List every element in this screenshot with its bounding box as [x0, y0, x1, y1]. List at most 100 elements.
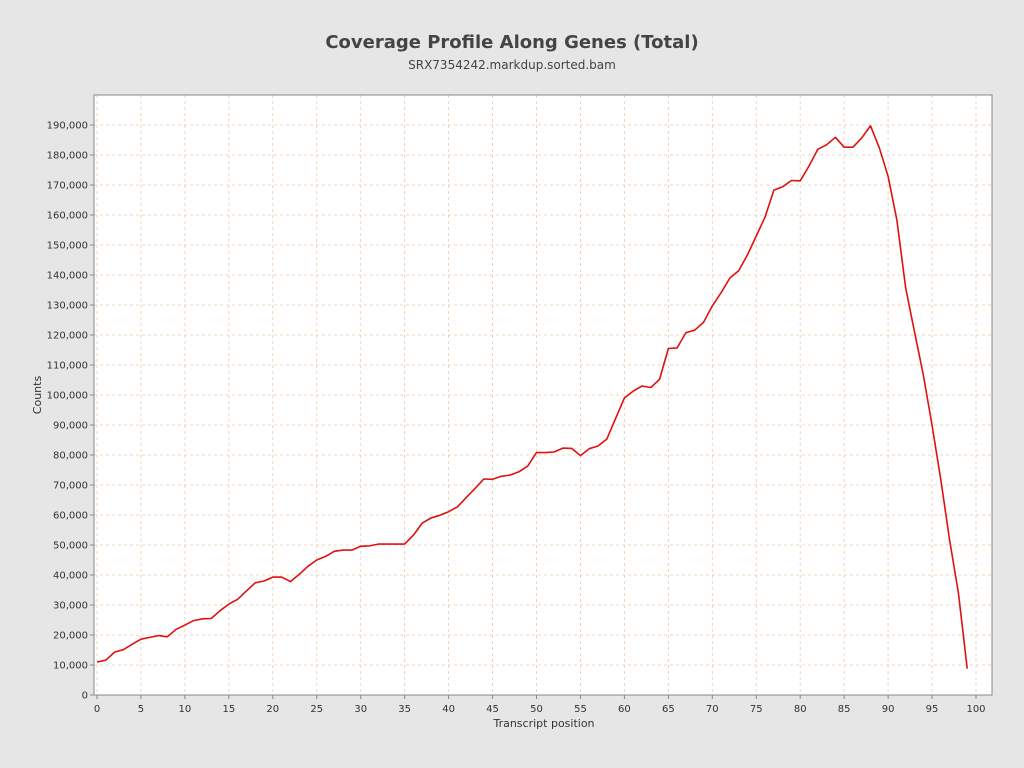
- data-point: [843, 146, 845, 148]
- y-tick-label: 50,000: [53, 541, 88, 552]
- data-point: [588, 448, 590, 450]
- data-point: [676, 347, 678, 349]
- data-point: [456, 506, 458, 508]
- data-point: [368, 545, 370, 547]
- data-point: [298, 573, 300, 575]
- data-point: [316, 559, 318, 561]
- data-point: [773, 189, 775, 191]
- data-point: [667, 348, 669, 350]
- data-point: [307, 565, 309, 567]
- x-tick-label: 5: [138, 704, 144, 715]
- x-tick-label: 30: [354, 704, 367, 715]
- y-tick-label: 40,000: [53, 571, 88, 582]
- data-point: [430, 517, 432, 519]
- data-point: [518, 471, 520, 473]
- data-point: [711, 305, 713, 307]
- data-point: [395, 543, 397, 545]
- x-tick-label: 75: [750, 704, 763, 715]
- data-point: [149, 636, 151, 638]
- plot-area: [94, 95, 992, 695]
- x-tick-label: 70: [706, 704, 719, 715]
- x-tick-label: 50: [530, 704, 543, 715]
- data-point: [562, 447, 564, 449]
- x-tick-label: 85: [838, 704, 851, 715]
- axes: [90, 124, 977, 699]
- data-point: [325, 555, 327, 557]
- data-point: [659, 378, 661, 380]
- data-point: [799, 180, 801, 182]
- y-tick-label: 70,000: [53, 481, 88, 492]
- data-point: [571, 447, 573, 449]
- data-point: [597, 445, 599, 447]
- x-tick-label: 60: [618, 704, 631, 715]
- data-point: [606, 438, 608, 440]
- data-point: [738, 270, 740, 272]
- chart-title: Coverage Profile Along Genes (Total): [325, 32, 698, 53]
- data-point: [201, 618, 203, 620]
- x-axis-label: Transcript position: [492, 717, 594, 730]
- data-point: [615, 417, 617, 419]
- data-point: [219, 610, 221, 612]
- y-axis-label: Counts: [31, 376, 44, 415]
- data-point: [922, 374, 924, 376]
- data-point: [386, 543, 388, 545]
- data-point: [228, 603, 230, 605]
- data-point: [887, 175, 889, 177]
- y-tick-label: 130,000: [47, 301, 88, 312]
- y-tick-label: 100,000: [47, 391, 88, 402]
- x-tick-label: 65: [662, 704, 675, 715]
- data-point: [544, 452, 546, 454]
- x-tick-label: 80: [794, 704, 807, 715]
- data-point: [140, 638, 142, 640]
- data-point: [834, 136, 836, 138]
- data-point: [694, 329, 696, 331]
- grid-lines: [94, 95, 992, 696]
- data-point: [184, 624, 186, 626]
- data-point: [272, 576, 274, 578]
- y-tick-label: 180,000: [47, 151, 88, 162]
- data-point: [166, 636, 168, 638]
- data-point: [131, 643, 133, 645]
- y-tick-label: 110,000: [47, 361, 88, 372]
- x-tick-label: 0: [94, 704, 100, 715]
- data-point: [360, 545, 362, 547]
- data-point: [729, 277, 731, 279]
- data-point: [852, 146, 854, 148]
- data-point: [474, 488, 476, 490]
- data-point: [641, 385, 643, 387]
- y-tick-label: 80,000: [53, 451, 88, 462]
- data-point: [764, 216, 766, 218]
- y-tick-label: 30,000: [53, 601, 88, 612]
- chart-subtitle: SRX7354242.markdup.sorted.bam: [408, 58, 616, 72]
- y-tick-label: 20,000: [53, 631, 88, 642]
- data-point: [377, 543, 379, 545]
- y-tick-label: 150,000: [47, 241, 88, 252]
- y-tick-label: 10,000: [53, 661, 88, 672]
- data-point: [931, 424, 933, 426]
- data-point: [957, 592, 959, 594]
- y-tick-label: 190,000: [47, 121, 88, 132]
- x-tick-label: 90: [882, 704, 895, 715]
- data-point: [500, 475, 502, 477]
- data-point: [158, 635, 160, 637]
- data-point: [536, 452, 538, 454]
- x-tick-label: 10: [179, 704, 192, 715]
- data-point: [122, 649, 124, 651]
- data-point: [896, 219, 898, 221]
- data-point: [333, 550, 335, 552]
- data-point: [790, 180, 792, 182]
- data-point: [421, 522, 423, 524]
- data-point: [412, 534, 414, 536]
- data-point: [448, 511, 450, 513]
- data-point: [746, 254, 748, 256]
- data-point: [720, 292, 722, 294]
- x-tick-label: 55: [574, 704, 587, 715]
- y-tick-label: 170,000: [47, 181, 88, 192]
- x-tick-label: 25: [310, 704, 323, 715]
- x-tick-label: 15: [222, 704, 235, 715]
- y-tick-label: 0: [82, 691, 88, 702]
- data-point: [527, 465, 529, 467]
- data-point: [492, 478, 494, 480]
- x-tick-label: 95: [926, 704, 939, 715]
